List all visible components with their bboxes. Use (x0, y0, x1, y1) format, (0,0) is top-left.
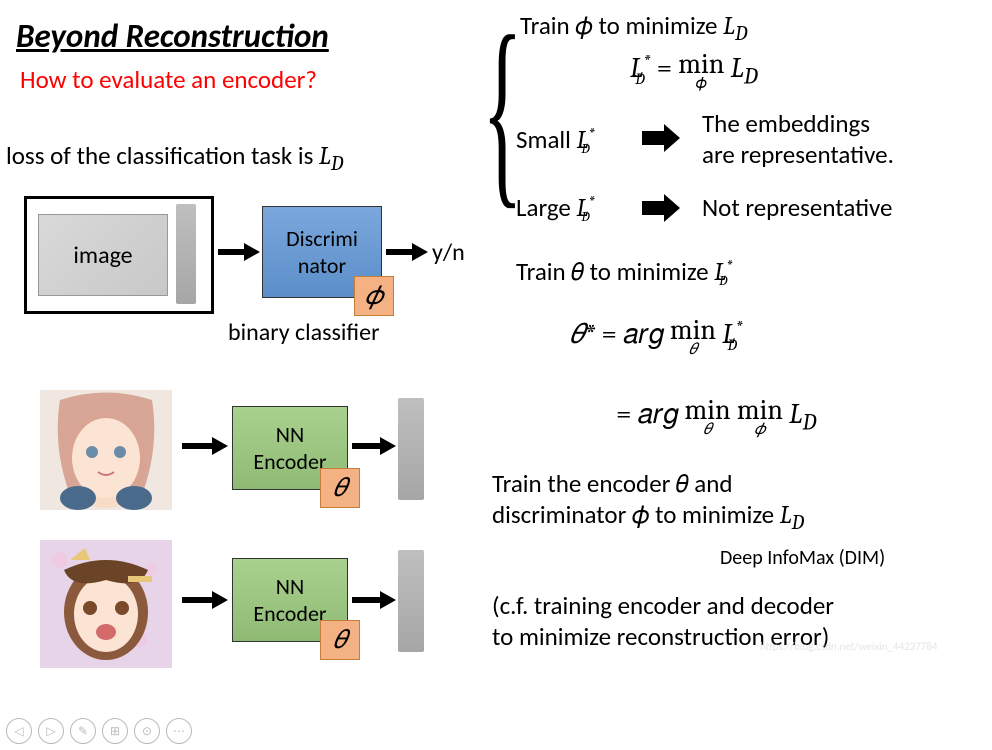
equation-argmin-both: = 𝑎𝑟𝑔 min 𝜃 min 𝜙 LD (616, 394, 816, 439)
arrow-nn1-out-head (380, 437, 396, 455)
small-ld-result: The embeddingsare representative. (702, 108, 894, 170)
phi-param-box: 𝜙 (354, 276, 394, 316)
image-box: image (38, 214, 168, 296)
arrow-anime2-nn-head (212, 591, 228, 609)
large-ld-result: Not representative (702, 192, 892, 223)
anime-image-2 (40, 540, 172, 668)
feature-vector-2 (398, 550, 424, 652)
theta-param-box-2: 𝜃 (320, 620, 360, 660)
arrow-large-icon (642, 194, 680, 222)
equation-theta-star: 𝜃* = 𝑎𝑟𝑔 min 𝜃 L*D (570, 314, 743, 359)
arrow-to-yn (386, 249, 414, 255)
tool-icon-1[interactable]: ◁ (6, 718, 32, 744)
small-ld-label: Small L*D (516, 124, 595, 155)
watermark: https://blog.csdn.net/weixin_44237784 (760, 640, 938, 653)
tool-icon-2[interactable]: ▷ (38, 718, 64, 744)
arrow-nn2-out-head (380, 591, 396, 609)
slide-subtitle: How to evaluate an encoder? (20, 64, 317, 95)
slide-title: Beyond Reconstruction (16, 16, 329, 56)
arrow-nn1-out (352, 443, 382, 449)
arrow-to-discrim-head (244, 243, 260, 261)
loss-text: loss of the classification task is LD (6, 140, 343, 176)
arrow-nn2-out (352, 597, 382, 603)
arrow-anime1-nn-head (212, 437, 228, 455)
curly-brace: { (482, 5, 522, 215)
anime-image-1 (40, 390, 172, 510)
equation-ld-star: L*D = min 𝜙 LD (630, 48, 758, 93)
large-ld-label: Large L*D (516, 192, 595, 223)
tool-icon-6[interactable]: ⋯ (166, 718, 192, 744)
yn-label: y/n (432, 238, 465, 267)
arrow-small-icon (642, 124, 680, 152)
theta-param-box-1: 𝜃 (320, 468, 360, 508)
dim-label: Deep InfoMax (DIM) (720, 546, 885, 570)
arrow-anime1-nn (182, 443, 214, 449)
arrow-anime2-nn (182, 597, 214, 603)
tool-icon-3[interactable]: ✎ (70, 718, 96, 744)
train-theta-text: Train 𝜃 to minimize L*D (516, 256, 732, 287)
feature-vector-input (176, 204, 196, 304)
arrow-to-yn-head (412, 243, 428, 261)
tool-icon-4[interactable]: ⊞ (102, 718, 128, 744)
binary-classifier-label: binary classifier (228, 318, 379, 347)
tool-icon-5[interactable]: ⊙ (134, 718, 160, 744)
train-phi-text: Train 𝜙 to minimize LD (520, 10, 747, 46)
feature-vector-1 (398, 398, 424, 500)
train-both-text: Train the encoder 𝜃 and discriminator 𝜙 … (492, 468, 804, 535)
arrow-to-discrim (218, 249, 246, 255)
